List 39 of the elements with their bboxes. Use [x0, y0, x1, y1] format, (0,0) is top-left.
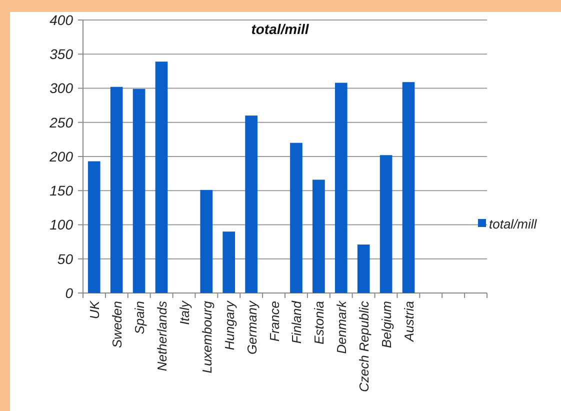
bar — [110, 86, 123, 293]
x-tick-label: Denmark — [334, 300, 350, 354]
y-tick-label: 400 — [50, 12, 74, 28]
y-tick-label: 300 — [50, 80, 74, 96]
legend-label: total/mill — [489, 216, 538, 232]
x-tick-label: Finland — [289, 300, 304, 344]
bar — [245, 116, 258, 293]
y-tick-label: 150 — [50, 182, 74, 199]
y-tick-label: 0 — [65, 284, 74, 301]
bar — [334, 82, 348, 293]
x-tick-label: Austria — [402, 301, 417, 342]
bar — [380, 155, 392, 293]
y-tick-label: 100 — [50, 216, 74, 233]
x-tick-label: Luxembourg — [199, 300, 214, 374]
x-tick-label: Spain — [132, 301, 148, 334]
chart-title: total/mill — [251, 21, 310, 37]
bar — [132, 88, 146, 293]
x-tick-label: France — [266, 301, 282, 342]
y-tick-label: 350 — [50, 46, 74, 62]
bar — [155, 62, 168, 293]
x-tick-label: Estonia — [312, 301, 327, 344]
x-tick-label: Netherlands — [154, 300, 170, 372]
x-tick-label: Hungary — [222, 300, 237, 350]
x-tick-label: Belgium — [379, 300, 394, 348]
bar — [88, 161, 100, 293]
y-tick-label: 50 — [57, 250, 74, 267]
x-tick-label: Italy — [176, 300, 192, 325]
x-tick-label: Czech Republic — [356, 300, 372, 392]
y-tick-label: 250 — [48, 114, 74, 130]
bar — [200, 190, 213, 293]
y-tick-label: 200 — [48, 148, 74, 164]
bar — [357, 244, 370, 293]
x-tick-label: UK — [87, 300, 102, 320]
bar — [312, 180, 325, 293]
bar — [290, 142, 302, 293]
x-tick-label: Germany — [244, 300, 260, 354]
bar — [222, 232, 236, 293]
x-tick-label: Sweden — [110, 301, 125, 348]
bar — [402, 82, 415, 293]
